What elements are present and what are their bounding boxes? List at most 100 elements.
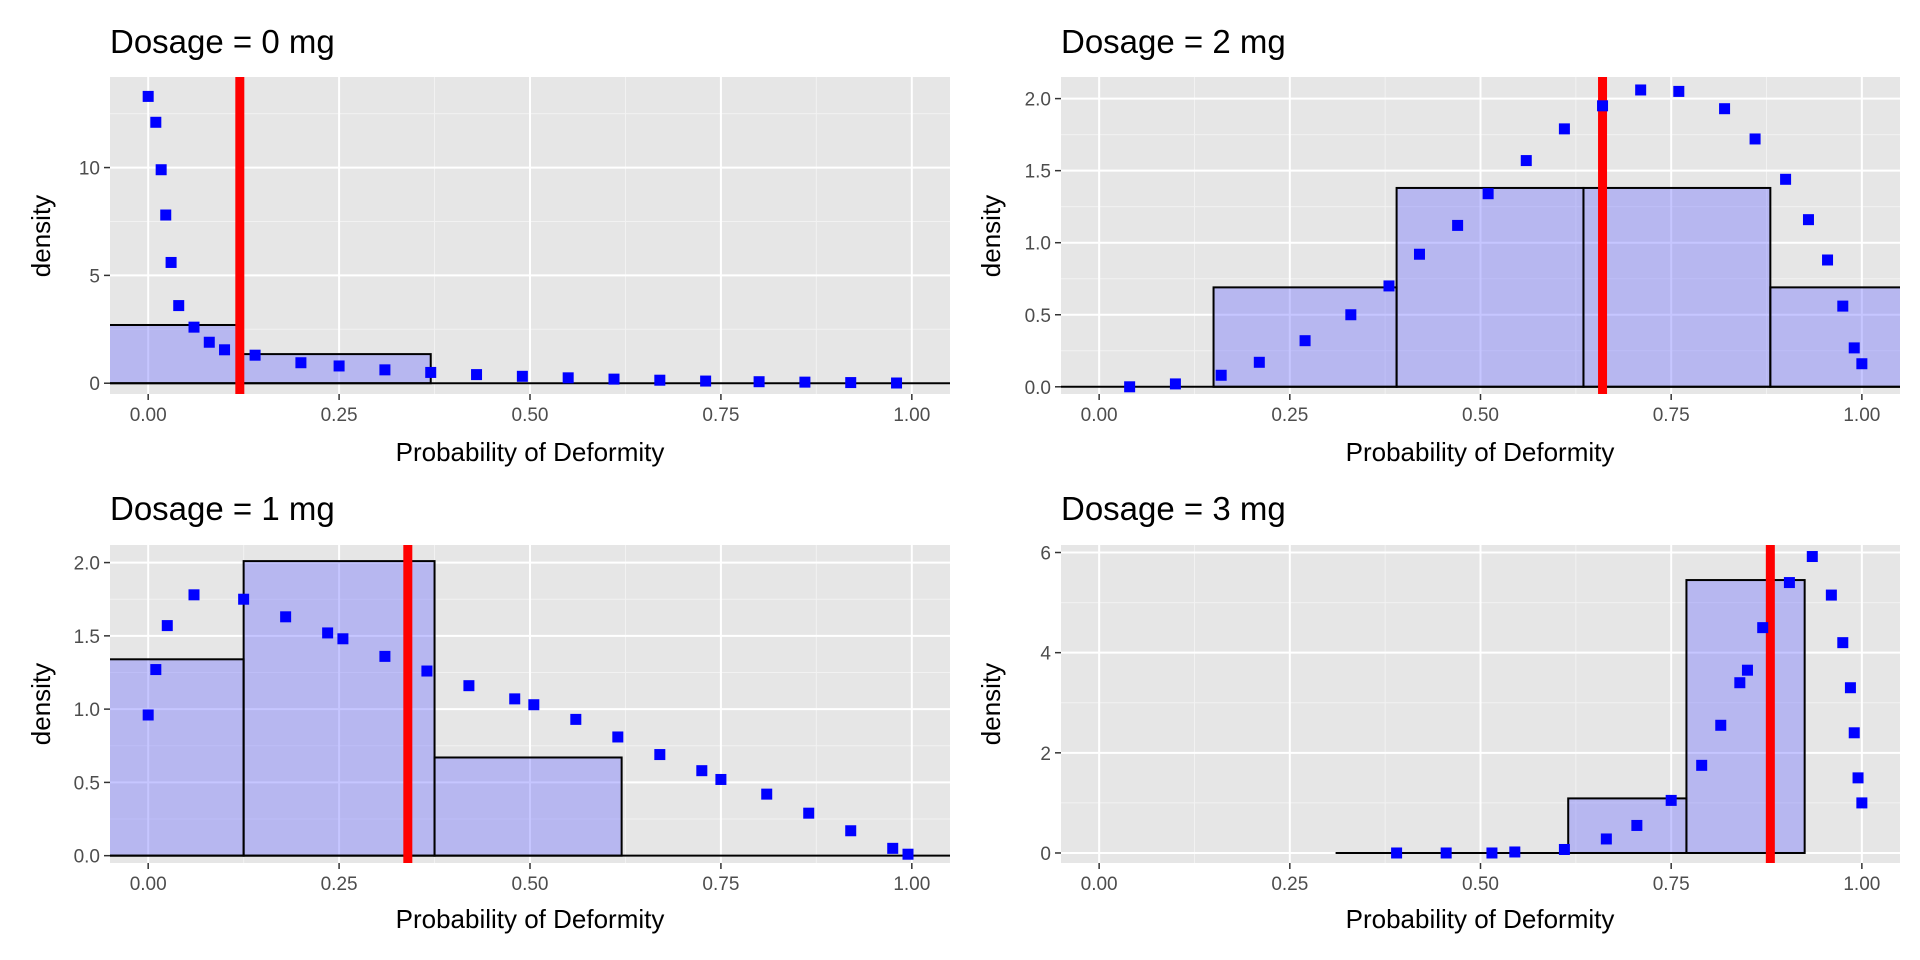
density-point: [1169, 378, 1181, 390]
density-point: [1780, 173, 1792, 185]
density-point: [1825, 589, 1837, 601]
x-tick-label: 0.75: [1653, 405, 1690, 426]
density-point: [803, 807, 815, 819]
density-point: [173, 300, 185, 312]
density-point: [1558, 123, 1570, 135]
density-point: [1783, 577, 1795, 589]
density-point: [1391, 847, 1403, 859]
density-point: [150, 116, 162, 128]
density-point: [1253, 356, 1265, 368]
x-axis-label: Probability of Deformity: [396, 437, 665, 467]
density-point: [1597, 100, 1609, 112]
histogram-bar: [1769, 286, 1900, 388]
density-point: [1509, 846, 1521, 858]
density-point: [1844, 682, 1856, 694]
y-tick-label: 10: [79, 159, 100, 180]
x-tick-label: 1.00: [893, 874, 930, 895]
x-tick-label: 0.50: [512, 874, 549, 895]
histogram-bar: [1212, 286, 1398, 388]
y-tick-label: 2.0: [1025, 90, 1051, 111]
x-axis-label: Probability of Deformity: [1346, 437, 1615, 467]
density-point: [1848, 342, 1860, 354]
density-point: [1719, 103, 1731, 115]
density-point: [1665, 794, 1677, 806]
density-point: [280, 611, 292, 623]
density-point: [1413, 248, 1425, 260]
x-tick-label: 0.75: [702, 405, 739, 426]
density-point: [1452, 219, 1464, 231]
y-axis-label: density: [976, 195, 1006, 277]
x-tick-label: 1.00: [893, 405, 930, 426]
density-point: [1806, 551, 1818, 563]
density-point: [1822, 254, 1834, 266]
x-axis-label: Probability of Deformity: [1346, 904, 1615, 934]
y-tick-label: 0.0: [74, 847, 100, 868]
density-point: [379, 650, 391, 662]
x-tick-label: 0.75: [702, 874, 739, 895]
panel-dosage-0: Dosage = 0 mg 0.00 0.25 0.50 0.75 1.00 0510 …: [26, 23, 950, 467]
x-tick-label: 0.00: [130, 874, 167, 895]
density-point: [1741, 664, 1753, 676]
y-tick-label: 0.5: [1025, 306, 1051, 327]
x-tick-label: 0.50: [1462, 874, 1499, 895]
y-axis-label: density: [976, 663, 1006, 745]
density-point: [425, 366, 437, 378]
density-point: [612, 731, 624, 743]
density-point: [654, 374, 666, 386]
density-point: [322, 627, 334, 639]
density-point: [1345, 309, 1357, 321]
histogram-bar: [1395, 186, 1585, 388]
density-point: [165, 256, 177, 268]
x-tick-label: 0.50: [1462, 405, 1499, 426]
density-point: [1482, 188, 1494, 200]
density-point: [696, 765, 708, 777]
x-tick-label: 0.25: [1271, 874, 1308, 895]
density-point: [1124, 381, 1136, 393]
histogram-bar: [242, 560, 436, 857]
density-point: [570, 713, 582, 725]
density-point: [1856, 797, 1868, 809]
density-point: [715, 773, 727, 785]
density-point: [379, 364, 391, 376]
density-point: [761, 788, 773, 800]
density-point: [608, 373, 620, 385]
density-point: [509, 693, 521, 705]
density-point: [753, 376, 765, 388]
density-point: [203, 336, 215, 348]
density-point: [333, 360, 345, 372]
x-tick-label: 0.00: [1081, 405, 1118, 426]
density-point: [155, 164, 167, 176]
density-point: [1837, 300, 1849, 312]
density-point: [1558, 843, 1570, 855]
density-point: [1749, 133, 1761, 145]
density-point: [891, 377, 903, 389]
y-tick-label: 1.0: [1025, 234, 1051, 255]
density-point: [887, 842, 899, 854]
density-point: [219, 344, 231, 356]
density-point: [528, 699, 540, 711]
density-point: [295, 357, 307, 369]
panel-title: Dosage = 3 mg: [1061, 490, 1286, 527]
density-point: [1856, 358, 1868, 370]
x-tick-label: 0.25: [321, 405, 358, 426]
histogram-bar: [1685, 579, 1806, 854]
y-tick-label: 1.5: [1025, 162, 1051, 183]
density-point: [188, 589, 200, 601]
density-point: [799, 376, 811, 388]
density-point: [471, 369, 483, 381]
panel-title: Dosage = 0 mg: [110, 23, 335, 60]
y-tick-label: 1.0: [74, 700, 100, 721]
density-point: [1848, 727, 1860, 739]
density-point: [1852, 772, 1864, 784]
x-tick-label: 0.75: [1653, 874, 1690, 895]
density-point: [1486, 847, 1498, 859]
density-point: [160, 209, 172, 221]
panel-title: Dosage = 1 mg: [110, 490, 335, 527]
density-point: [1299, 335, 1311, 347]
density-point: [150, 664, 162, 676]
density-point: [562, 372, 574, 384]
density-point: [1635, 84, 1647, 96]
density-point: [463, 680, 475, 692]
x-tick-label: 0.00: [1081, 874, 1118, 895]
x-axis-label: Probability of Deformity: [396, 904, 665, 934]
